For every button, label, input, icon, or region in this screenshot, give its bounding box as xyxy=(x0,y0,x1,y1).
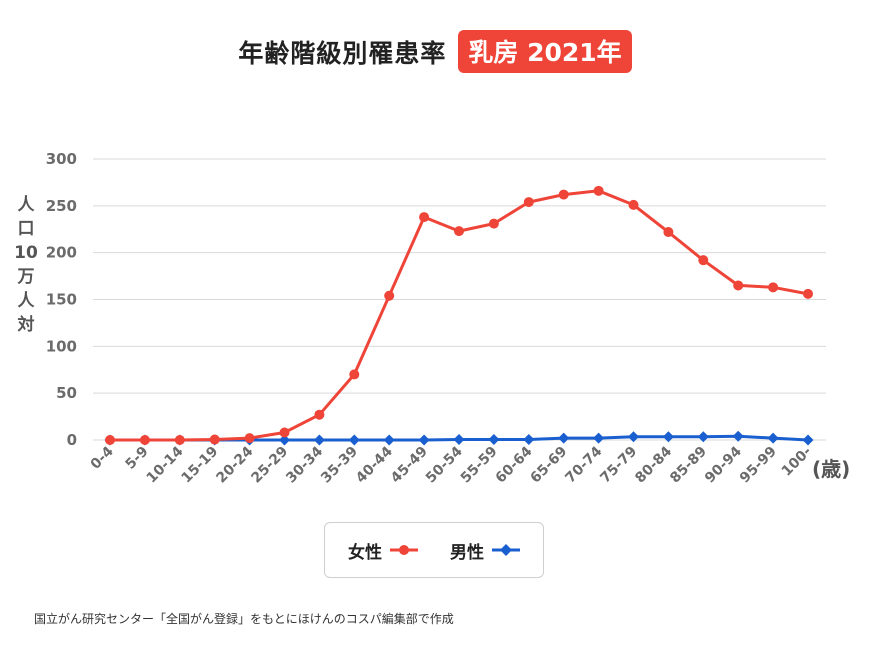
legend-marker-female xyxy=(390,545,418,555)
x-tick-label: 80-84 xyxy=(632,443,675,486)
data-point xyxy=(697,431,709,443)
x-tick-label: 15-19 xyxy=(179,444,222,487)
x-axis-unit: (歳) xyxy=(812,457,850,481)
x-tick-label: 10-14 xyxy=(144,443,187,486)
y-tick-labels: 0 50 100 150 200 250 300 xyxy=(46,150,77,449)
data-point xyxy=(803,288,813,299)
data-point xyxy=(488,434,500,446)
y-axis-label-char: 人 xyxy=(18,291,36,311)
grid-lines xyxy=(93,158,826,441)
x-tick-label: 55-59 xyxy=(458,444,501,487)
x-tick-label: 20-24 xyxy=(213,443,256,486)
data-point xyxy=(383,434,395,446)
x-tick-label: 60-64 xyxy=(493,443,536,486)
x-tick-label: 0-4 xyxy=(88,443,117,472)
x-tick-label: 5-9 xyxy=(123,444,152,473)
data-point xyxy=(733,280,744,291)
x-tick-label: 65-69 xyxy=(528,444,571,487)
data-point xyxy=(279,427,290,438)
data-point xyxy=(662,431,674,443)
x-tick-label: 35-39 xyxy=(318,444,361,487)
data-point xyxy=(523,197,534,208)
data-point xyxy=(105,435,115,445)
title-badge: 乳房 2021年 xyxy=(458,30,632,73)
legend-item-female: 女性 xyxy=(348,538,418,563)
data-point xyxy=(244,433,255,444)
data-point xyxy=(593,185,604,196)
data-point xyxy=(558,432,570,444)
data-point xyxy=(663,227,674,238)
data-point xyxy=(802,434,814,446)
data-point xyxy=(279,434,290,446)
x-tick-labels: 0-4 5-910-1415-1920-2425-2930-3435-3940-4… xyxy=(88,443,815,486)
data-point xyxy=(593,432,605,444)
x-tick-label: 95-99 xyxy=(737,444,780,487)
data-point xyxy=(348,434,360,446)
data-point xyxy=(384,290,395,301)
x-tick-label: 45-49 xyxy=(388,444,431,487)
x-tick-label: 25-29 xyxy=(248,444,291,487)
data-point xyxy=(349,369,360,380)
y-axis-label-char: 対 xyxy=(17,314,35,335)
y-tick-label: 300 xyxy=(46,150,77,168)
data-point xyxy=(698,255,709,266)
series-female xyxy=(105,185,813,445)
y-axis-label-char: 万 xyxy=(17,267,35,287)
y-tick-label: 150 xyxy=(46,291,77,309)
data-point xyxy=(419,212,430,223)
x-tick-label: 30-34 xyxy=(283,443,326,486)
x-tick-label: 75-79 xyxy=(597,444,640,487)
x-tick-label: 50-54 xyxy=(423,443,466,486)
x-tick-label: 85-89 xyxy=(667,444,710,487)
data-point xyxy=(732,430,744,442)
data-point xyxy=(488,218,499,229)
y-tick-label: 200 xyxy=(46,244,77,262)
y-tick-label: 250 xyxy=(46,197,77,215)
y-axis-label-char: 10 xyxy=(14,243,38,263)
data-point xyxy=(209,434,220,445)
source-note: 国立がん研究センター「全国がん登録」をもとにほけんのコスパ編集部で作成 xyxy=(34,612,454,626)
y-tick-label: 100 xyxy=(46,337,77,355)
data-point xyxy=(174,435,185,445)
data-point xyxy=(453,434,465,446)
chart-title: 年齢階級別罹患率 xyxy=(238,38,447,68)
x-tick-label: 100- xyxy=(779,443,815,479)
x-tick-label: 90-94 xyxy=(702,443,745,486)
x-tick-label: 40-44 xyxy=(353,443,396,486)
data-point xyxy=(767,432,779,444)
data-point xyxy=(523,434,535,446)
legend-label-female: 女性 xyxy=(348,542,382,563)
series xyxy=(104,185,814,446)
data-point xyxy=(313,434,325,446)
legend-marker-male xyxy=(492,544,520,556)
y-tick-label: 50 xyxy=(56,384,77,402)
y-axis-label-char: 口 xyxy=(18,219,35,239)
legend-label-male: 男性 xyxy=(450,542,484,563)
data-point xyxy=(628,199,639,210)
x-tick-label: 70-74 xyxy=(562,443,605,486)
data-point xyxy=(139,435,150,445)
data-point xyxy=(418,434,430,446)
legend: 女性 男性 xyxy=(324,522,544,578)
data-point xyxy=(768,282,779,293)
chart-title-bar: 年齢階級別罹患率 乳房 2021年 xyxy=(0,30,870,73)
data-point xyxy=(558,189,569,200)
data-point xyxy=(454,226,464,237)
y-tick-label: 0 xyxy=(67,431,77,449)
data-point xyxy=(628,431,639,443)
y-axis-label-char: 人 xyxy=(18,195,36,215)
data-point xyxy=(314,409,325,420)
legend-item-male: 男性 xyxy=(450,538,520,563)
